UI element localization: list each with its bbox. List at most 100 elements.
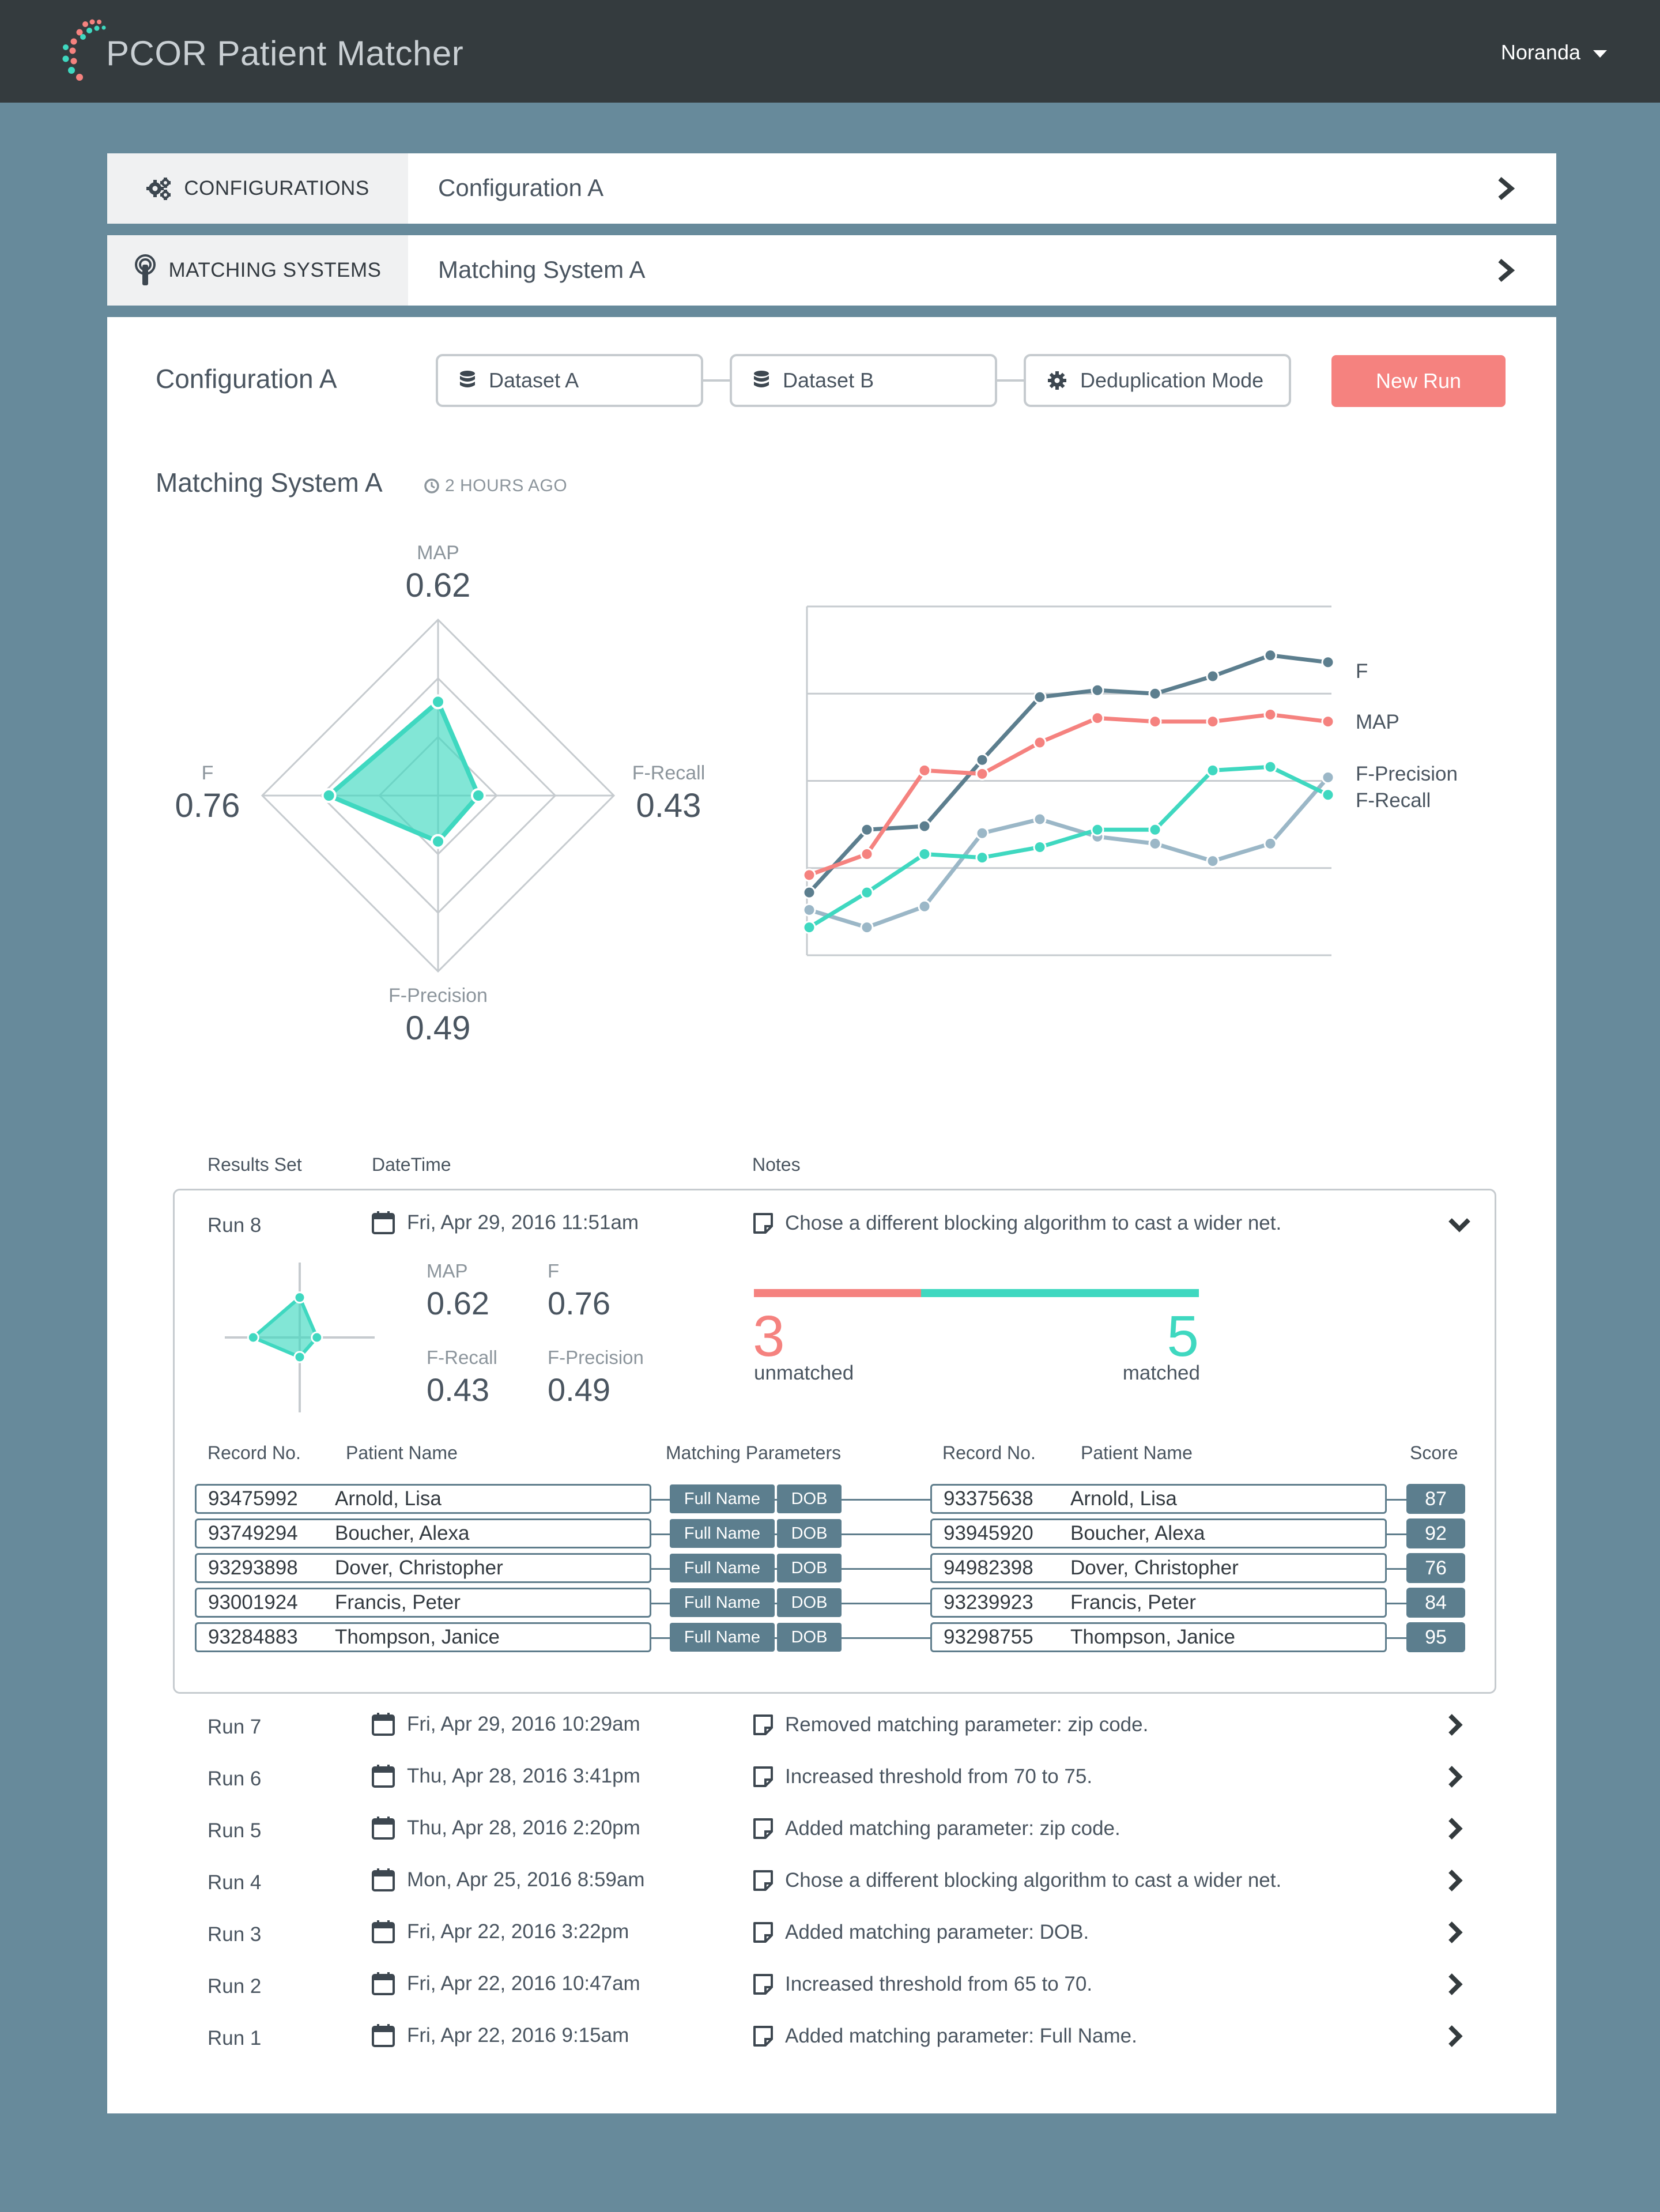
matching-systems-selector[interactable]: MATCHING SYSTEMS Matching System A [107, 235, 1556, 306]
last-run-time: 2 HOURS AGO [423, 476, 567, 496]
dataset-a-step[interactable]: Dataset A [436, 354, 703, 407]
series-line-f-recall [808, 764, 1329, 929]
record-no: 94982398 [944, 1557, 1033, 1579]
deduplication-mode-step[interactable]: Deduplication Mode [1024, 354, 1291, 407]
mini-radar-point [247, 1331, 259, 1344]
run-8-date-text: Fri, Apr 29, 2016 11:51am [407, 1211, 639, 1234]
point-f-recall-5 [1033, 840, 1047, 854]
top-bar [0, 0, 1660, 103]
chevron-right-icon[interactable] [1446, 1868, 1464, 1893]
chevron-right-icon[interactable] [1494, 257, 1518, 284]
point-f-3 [918, 819, 931, 833]
expand-run-button[interactable] [1446, 1764, 1464, 1792]
run-note-text: Increased threshold from 65 to 70. [785, 1973, 1093, 1995]
patient-name: Thompson, Janice [1070, 1626, 1235, 1648]
metric-recall-value: 0.43 [427, 1371, 489, 1408]
radar-area [326, 699, 481, 844]
user-menu[interactable]: Noranda [1501, 40, 1607, 65]
run-row[interactable]: Run 3 Fri, Apr 22, 2016 3:22pm Added match… [207, 1917, 1476, 1952]
expand-run-button[interactable] [1446, 2023, 1464, 2052]
radar-point-precision [431, 834, 446, 849]
chevron-right-icon[interactable] [1446, 1816, 1464, 1841]
step-connector [997, 379, 1025, 382]
run-row[interactable]: Run 6 Thu, Apr 28, 2016 3:41pm Increased t… [207, 1762, 1476, 1796]
score-badge: 84 [1406, 1588, 1465, 1618]
chevron-right-icon[interactable] [1446, 1712, 1464, 1738]
chevron-right-icon[interactable] [1446, 1920, 1464, 1945]
run-label: Run 4 [207, 1871, 262, 1894]
database-icon [460, 371, 475, 387]
header-patient-name-1: Patient Name [346, 1442, 458, 1463]
metric-recall-label: F-Recall [427, 1347, 497, 1368]
point-f-precision-1 [802, 903, 816, 917]
chevron-right-icon[interactable] [1446, 1764, 1464, 1789]
table-row[interactable]: 93375638 Arnold, Lisa [930, 1484, 1387, 1514]
run-8-note: Chose a different blocking algorithm to … [753, 1212, 1281, 1235]
chevron-right-icon[interactable] [1494, 175, 1518, 202]
point-f-precision-7 [1148, 836, 1162, 850]
run-date: Fri, Apr 22, 2016 9:15am [371, 2023, 629, 2048]
configurations-selector[interactable]: CONFIGURATIONS Configuration A [107, 153, 1556, 224]
table-row[interactable]: 93293898 Dover, Christopher [195, 1553, 651, 1583]
patient-name: Dover, Christopher [1070, 1557, 1239, 1579]
new-run-button[interactable]: New Run [1331, 355, 1506, 407]
score-badge: 95 [1406, 1622, 1465, 1652]
record-no: 93945920 [944, 1522, 1033, 1544]
note-icon [753, 1213, 773, 1234]
table-row[interactable]: 93298755 Thompson, Janice [930, 1622, 1387, 1652]
run-row[interactable]: Run 7 Fri, Apr 29, 2016 10:29am Removed ma… [207, 1710, 1476, 1744]
patient-name: Thompson, Janice [335, 1626, 500, 1648]
radar-point-recall [470, 788, 486, 803]
expand-run-button[interactable] [1446, 1868, 1464, 1896]
record-no: 93293898 [208, 1557, 298, 1579]
run-label: Run 7 [207, 1716, 262, 1738]
radar-map-value: 0.62 [405, 567, 471, 604]
run-8-mini-radar [225, 1263, 375, 1412]
run-label: Run 2 [207, 1975, 262, 1998]
matching-systems-label: MATCHING SYSTEMS [168, 259, 382, 281]
chevron-right-icon[interactable] [1446, 2023, 1464, 2049]
series-line-f-precision [808, 776, 1330, 930]
table-row[interactable]: 93001924 Francis, Peter [195, 1588, 651, 1618]
gear-icon [1048, 371, 1066, 390]
run-date-text: Fri, Apr 22, 2016 10:47am [407, 1972, 640, 1995]
row-connector [1383, 1603, 1409, 1604]
run-date: Fri, Apr 22, 2016 3:22pm [371, 1920, 629, 1944]
table-row[interactable]: 93284883 Thompson, Janice [195, 1622, 651, 1652]
record-no: 93284883 [208, 1626, 298, 1648]
matched-label: matched [1122, 1362, 1200, 1384]
expand-run-button[interactable] [1446, 1712, 1464, 1740]
table-row[interactable]: 93475992 Arnold, Lisa [195, 1484, 651, 1514]
run-note: Added matching parameter: zip code. [753, 1817, 1120, 1840]
point-f-recall-7 [1148, 823, 1162, 836]
run-note-text: Removed matching parameter: zip code. [785, 1713, 1149, 1736]
dataset-b-step[interactable]: Dataset B [730, 354, 997, 407]
run-date-text: Fri, Apr 29, 2016 10:29am [407, 1713, 640, 1735]
point-f-6 [1091, 683, 1104, 697]
calendar-icon [372, 1211, 395, 1234]
patient-name: Dover, Christopher [335, 1557, 503, 1579]
table-row[interactable]: 93749294 Boucher, Alexa [195, 1518, 651, 1548]
point-f-precision-2 [860, 921, 874, 934]
point-f-5 [1033, 690, 1047, 704]
expand-run-button[interactable] [1446, 1972, 1464, 2000]
table-row[interactable]: 94982398 Dover, Christopher [930, 1553, 1387, 1583]
run-row[interactable]: Run 4 Mon, Apr 25, 2016 8:59am Chose a dif… [207, 1866, 1476, 1900]
run-row[interactable]: Run 2 Fri, Apr 22, 2016 10:47am Increased … [207, 1969, 1476, 2004]
run-row[interactable]: Run 5 Thu, Apr 28, 2016 2:20pm Added match… [207, 1814, 1476, 1848]
calendar-icon [372, 1817, 395, 1840]
deduplication-mode-label: Deduplication Mode [1080, 368, 1264, 392]
run-note-text: Added matching parameter: DOB. [785, 1921, 1089, 1943]
chevron-right-icon[interactable] [1446, 1972, 1464, 1997]
expand-run-button[interactable] [1446, 1920, 1464, 1948]
point-f-8 [1206, 669, 1220, 683]
run-row[interactable]: Run 1 Fri, Apr 22, 2016 9:15am Added match… [207, 2021, 1476, 2056]
run-8-note-text: Chose a different blocking algorithm to … [785, 1212, 1282, 1234]
radar-f-value: 0.76 [175, 787, 240, 824]
header-matching-parameters: Matching Parameters [666, 1442, 842, 1463]
chevron-down-icon[interactable] [1447, 1215, 1472, 1234]
expand-run-button[interactable] [1446, 1816, 1464, 1844]
table-row[interactable]: 93239923 Francis, Peter [930, 1588, 1387, 1618]
run-date: Mon, Apr 25, 2016 8:59am [371, 1868, 645, 1892]
table-row[interactable]: 93945920 Boucher, Alexa [930, 1518, 1387, 1548]
